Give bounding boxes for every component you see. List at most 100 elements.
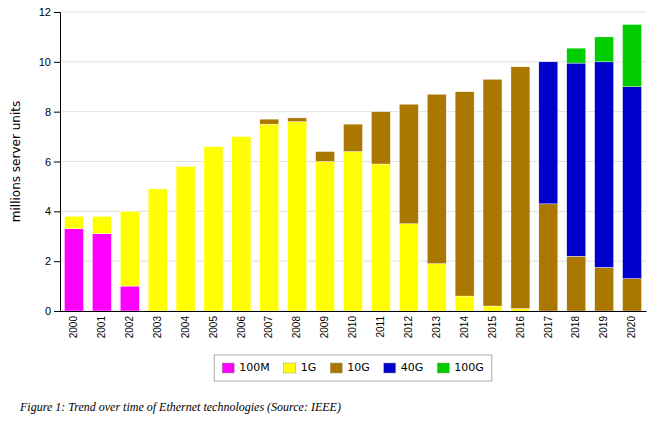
legend-item: 40G (384, 361, 424, 374)
bar (288, 118, 307, 122)
tick-label: 2016 (515, 316, 526, 339)
bar (176, 166, 195, 167)
axis-title: millions server units (9, 101, 23, 222)
tick-label: 2010 (347, 316, 358, 339)
bar (427, 94, 446, 263)
bar (455, 91, 474, 92)
bar (260, 124, 279, 311)
axis-domain (54, 13, 61, 312)
tick: 12 (39, 6, 60, 18)
bar (176, 166, 195, 167)
tick: 8 (45, 106, 60, 118)
tick: 10 (39, 56, 60, 68)
tick-mark (54, 311, 60, 312)
caption: Figure 1: Trend over time of Ethernet te… (19, 400, 341, 414)
tick-label: 2002 (124, 316, 135, 339)
bar (483, 306, 502, 311)
legend-swatch (384, 363, 396, 373)
bar (288, 117, 307, 118)
tick: 2008 (291, 316, 302, 339)
tick-label: 10 (39, 56, 51, 68)
bar (399, 224, 418, 311)
bar (316, 152, 335, 162)
tick: 2006 (236, 316, 247, 339)
grid-line (60, 111, 646, 112)
tick-label: 2015 (487, 316, 498, 339)
tick-label: 4 (45, 205, 51, 217)
bar (204, 146, 223, 147)
bar (511, 66, 530, 67)
bar (120, 286, 139, 311)
legend-label: 40G (401, 361, 424, 374)
tick-label: 2012 (403, 316, 414, 339)
tick-label: 2020 (626, 316, 637, 339)
bar (455, 296, 474, 311)
tick-mark (54, 62, 60, 63)
tick: 2019 (598, 316, 609, 339)
bar (232, 136, 251, 137)
bars (64, 24, 641, 311)
bar (595, 62, 614, 268)
bar (92, 216, 111, 233)
bar (623, 279, 642, 311)
tick-mark (54, 12, 60, 13)
bar (483, 79, 502, 80)
bar (316, 151, 335, 152)
bar (316, 151, 335, 152)
bar (176, 166, 195, 311)
bar (64, 216, 83, 228)
grid (60, 12, 646, 311)
bar-series (539, 62, 642, 279)
bar (427, 264, 446, 311)
bar (148, 189, 167, 311)
tick: 2014 (459, 316, 470, 339)
bar (288, 122, 307, 311)
tick-mark (54, 211, 60, 212)
bar (64, 216, 83, 217)
bar (232, 136, 251, 137)
bar (232, 137, 251, 311)
tick: 2003 (152, 316, 163, 339)
tick: 2005 (208, 316, 219, 339)
bar (260, 119, 279, 120)
bar (399, 104, 418, 105)
tick: 2001 (96, 316, 107, 339)
bar (595, 267, 614, 311)
bar (204, 146, 223, 147)
bar (92, 216, 111, 217)
plot: 0246810122000200120022003200420052006200… (39, 6, 647, 338)
tick-label: 2006 (236, 316, 247, 339)
tick: 2015 (487, 316, 498, 339)
bar (64, 216, 83, 217)
legend: 100M1G10G40G100G (214, 355, 492, 381)
bar (371, 164, 390, 311)
tick-label: 2005 (208, 316, 219, 339)
bar (371, 112, 390, 164)
legend-item: 1G (284, 361, 317, 374)
bar (204, 147, 223, 311)
bar (623, 24, 642, 86)
bar (399, 104, 418, 224)
bar (511, 66, 530, 67)
tick-mark (54, 162, 60, 163)
bar (260, 119, 279, 124)
bar (64, 216, 83, 217)
tick-label: 2013 (431, 316, 442, 339)
tick-label: 2008 (291, 316, 302, 339)
bar (176, 166, 195, 167)
tick-label: 2003 (152, 316, 163, 339)
tick: 2012 (403, 316, 414, 339)
bar (595, 37, 614, 62)
bar (148, 188, 167, 189)
tick: 2 (45, 255, 60, 267)
tick-label: 0 (45, 305, 51, 317)
bar (539, 204, 558, 311)
bar (344, 124, 363, 151)
bar (567, 256, 586, 311)
bar (483, 79, 502, 80)
bar (511, 309, 530, 311)
tick-mark (54, 261, 60, 262)
bar (399, 104, 418, 105)
bar (427, 94, 446, 95)
tick-label: 2007 (263, 316, 274, 339)
